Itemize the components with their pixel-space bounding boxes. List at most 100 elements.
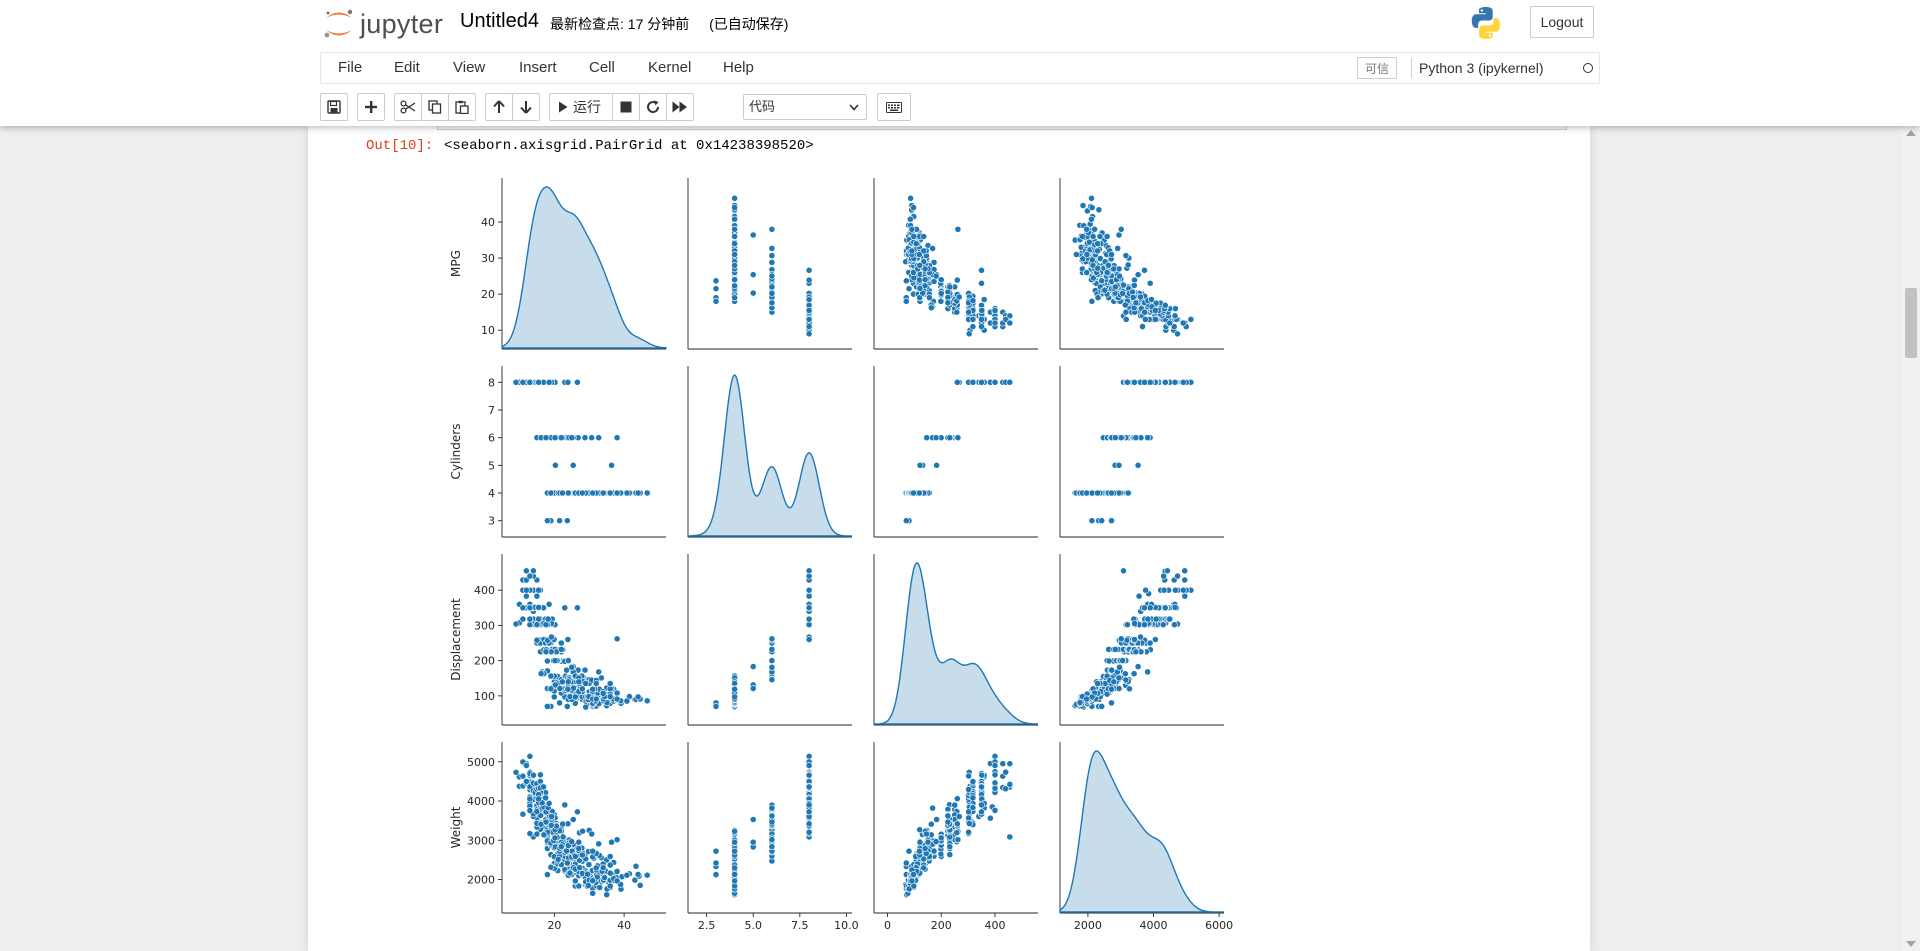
logout-button[interactable]: Logout (1530, 6, 1594, 38)
data-point (805, 762, 813, 769)
data-point (588, 830, 596, 838)
scroll-down-icon[interactable] (1906, 941, 1916, 947)
data-point (1144, 434, 1151, 442)
data-point (805, 604, 813, 612)
data-point (1151, 315, 1159, 323)
data-point (1095, 206, 1103, 214)
command-palette-button[interactable] (877, 93, 911, 121)
data-point (1122, 315, 1130, 323)
data-point (768, 657, 776, 664)
arrow-up-icon (493, 100, 505, 113)
data-point (905, 285, 913, 293)
data-point (1131, 378, 1138, 386)
menu-kernel[interactable]: Kernel (648, 59, 692, 76)
data-point (529, 567, 537, 575)
data-point (589, 847, 597, 855)
data-point (991, 807, 999, 814)
data-point (1116, 663, 1123, 671)
menu-file[interactable]: File (338, 59, 363, 76)
run-label: 运行 (573, 99, 601, 115)
scrollbar-thumb[interactable] (1905, 288, 1917, 358)
data-point (969, 315, 977, 323)
data-point (547, 672, 555, 680)
data-point (537, 670, 545, 678)
data-point (969, 794, 977, 802)
data-point (1146, 279, 1154, 287)
save-button[interactable] (320, 93, 348, 121)
data-point (731, 693, 738, 701)
data-point (1151, 306, 1159, 314)
kernel-name[interactable]: Python 3 (ipykernel) (1411, 58, 1544, 78)
cell-type-select[interactable]: 代码 (743, 94, 867, 120)
menu-cell[interactable]: Cell (589, 59, 615, 76)
paste-button[interactable] (448, 93, 476, 121)
data-point (920, 233, 928, 240)
y-tick-label: 200 (474, 655, 495, 668)
data-point (731, 261, 738, 269)
menu-help[interactable]: Help (723, 59, 754, 76)
restart-icon (647, 100, 660, 113)
data-point (1108, 251, 1115, 258)
move-down-button[interactable] (512, 93, 540, 121)
data-point (1105, 261, 1112, 269)
notebook-name[interactable]: Untitled4 (460, 10, 539, 32)
data-point (543, 871, 551, 878)
cut-button[interactable] (394, 93, 422, 121)
run-button[interactable]: 运行 (549, 93, 613, 121)
scroll-up-icon[interactable] (1906, 130, 1916, 136)
data-point (927, 304, 935, 312)
data-point (712, 871, 720, 878)
data-point (1094, 294, 1102, 302)
data-point (599, 489, 607, 497)
page-scrollbar[interactable] (1902, 126, 1920, 951)
data-point (522, 567, 530, 575)
data-point (564, 678, 572, 686)
insert-cell-button[interactable] (357, 93, 385, 121)
data-point (535, 603, 542, 611)
data-point (1179, 319, 1187, 327)
copy-icon (428, 100, 442, 114)
data-point (908, 877, 916, 885)
interrupt-button[interactable] (612, 93, 640, 121)
move-up-button[interactable] (485, 93, 513, 121)
data-point (613, 695, 621, 703)
data-point (1123, 636, 1131, 644)
arrow-down-icon (520, 101, 532, 114)
cell-type-value: 代码 (749, 99, 776, 114)
data-point (542, 621, 550, 629)
y-axis-label: Displacement (449, 598, 463, 681)
trusted-badge[interactable]: 可信 (1357, 57, 1398, 79)
data-point (1172, 305, 1179, 312)
data-point (978, 279, 985, 287)
jupyter-logo[interactable]: jupyter (322, 8, 452, 40)
data-point (805, 330, 813, 338)
menu-view[interactable]: View (453, 59, 486, 76)
data-point (1117, 635, 1125, 643)
data-point (1141, 621, 1148, 629)
data-point (535, 586, 542, 594)
data-point (1116, 272, 1123, 280)
data-point (805, 592, 813, 600)
data-point (536, 771, 544, 779)
data-point (910, 871, 917, 878)
menu-insert[interactable]: Insert (519, 59, 557, 76)
data-point (954, 836, 962, 844)
previous-input-cell[interactable] (437, 126, 1567, 130)
restart-run-all-button[interactable] (666, 93, 694, 121)
data-point (578, 489, 586, 497)
data-point (805, 306, 813, 314)
restart-button[interactable] (639, 93, 667, 121)
data-point (1094, 240, 1102, 248)
data-point (749, 271, 757, 279)
data-point (805, 323, 813, 330)
data-point (969, 778, 977, 785)
data-point (1179, 378, 1187, 386)
paste-icon (455, 100, 469, 114)
data-point (558, 678, 566, 686)
data-point (1137, 293, 1144, 301)
data-point (568, 434, 576, 442)
data-point (557, 843, 565, 851)
menu-edit[interactable]: Edit (394, 59, 420, 76)
copy-button[interactable] (421, 93, 449, 121)
data-point (1141, 378, 1148, 386)
